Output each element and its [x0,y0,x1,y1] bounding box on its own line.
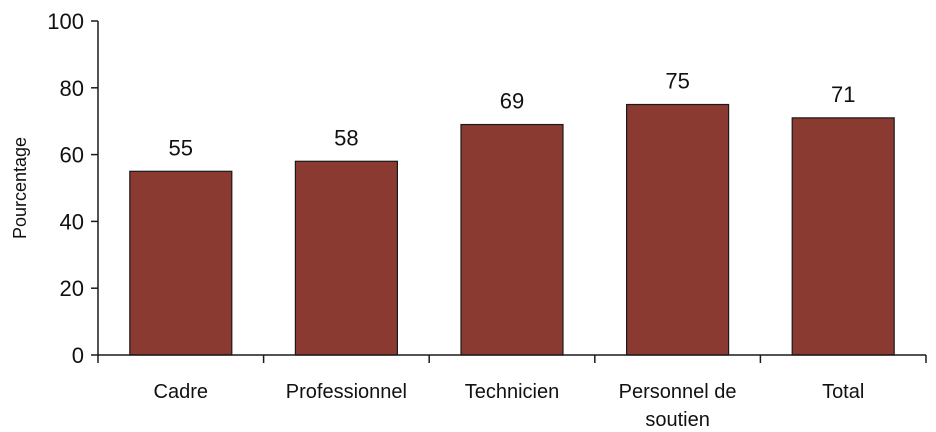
bar-value-label: 58 [334,125,358,150]
bars [129,103,895,356]
x-category-label: Personnel de soutien [619,381,737,431]
y-tick-label: 20 [60,276,84,301]
bar [460,123,564,356]
y-axis-title: Pourcentage [10,137,30,239]
x-category-label: Professionnel [286,381,407,403]
y-tick-label: 0 [72,343,84,368]
category-labels: Cadre Professionnel Technicien Personnel de… [154,381,865,431]
y-tick-label: 40 [60,209,84,234]
x-category-label: Technicien [465,381,560,403]
bar-value-label: 69 [500,89,524,114]
bar [625,103,730,356]
bar [129,170,233,356]
x-category-label: Cadre [154,381,208,403]
x-axis-ticks [97,355,927,363]
y-axis-title-group: Pourcentage [10,137,30,239]
y-tick-label: 80 [60,76,84,101]
y-tick-label: 60 [60,143,84,168]
bar-value-label: 75 [665,69,689,94]
bar-value-label: 71 [831,82,855,107]
y-tick-label: 100 [47,9,84,34]
axes [97,21,926,356]
data-labels: 55 58 69 75 71 [169,69,856,161]
bar [791,117,895,356]
bar-value-label: 55 [169,135,193,160]
x-category-label: Total [822,381,864,403]
y-axis-ticks: 0 20 40 60 80 100 [47,9,98,368]
bar [294,160,398,356]
